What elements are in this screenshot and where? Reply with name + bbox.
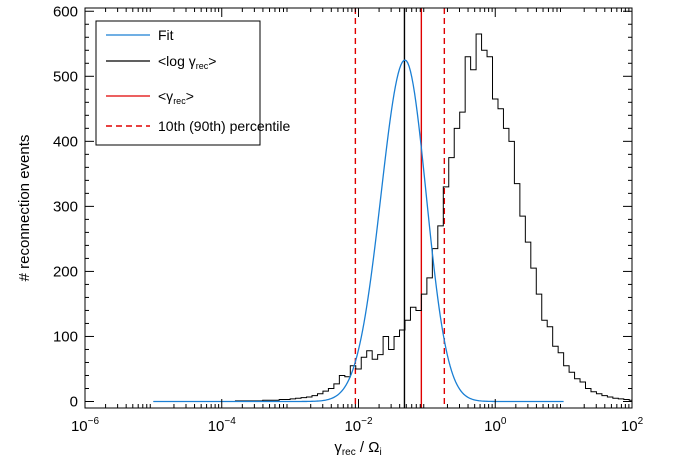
legend-box — [95, 20, 261, 146]
legend-label-mean-log: <log γrec> — [158, 53, 216, 71]
y-tick-label: 500 — [53, 68, 78, 85]
x-tick-label: 102 — [621, 416, 644, 435]
y-tick-label: 0 — [70, 393, 78, 410]
x-tick-label: 10−6 — [71, 416, 100, 435]
y-axis: 0 100 200 300 400 500 600 — [53, 3, 632, 410]
histogram-series — [153, 33, 632, 402]
x-axis: 10−6 10−4 10−2 100 102 — [71, 8, 644, 435]
y-axis-label: # reconnection events — [16, 135, 33, 282]
y-tick-label: 300 — [53, 198, 78, 215]
y-tick-label: 200 — [53, 263, 78, 280]
legend-label-percentile: 10th (90th) percentile — [158, 118, 291, 134]
y-tick-label: 600 — [53, 3, 78, 20]
x-tick-label: 100 — [484, 416, 507, 435]
y-tick-label: 400 — [53, 133, 78, 150]
x-tick-label: 10−2 — [344, 416, 373, 435]
legend: Fit <log γrec> <γrec> 10th (90th) percen… — [95, 20, 291, 146]
legend-label-mean: <γrec> — [158, 88, 194, 106]
legend-label-fit: Fit — [158, 27, 174, 43]
y-tick-label: 100 — [53, 328, 78, 345]
x-tick-label: 10−4 — [208, 416, 237, 435]
x-axis-label: γrec / Ωi — [334, 439, 381, 458]
